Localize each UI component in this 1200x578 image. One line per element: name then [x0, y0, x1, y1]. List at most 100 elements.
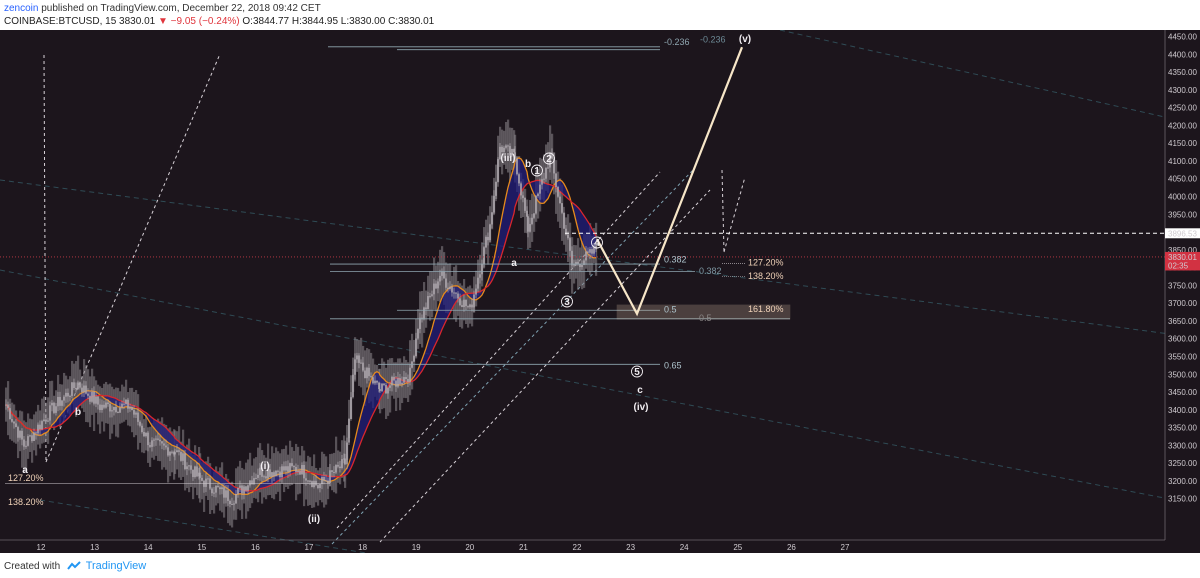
candle-body: [378, 382, 380, 390]
candle-body: [73, 382, 75, 388]
ext-label-161: 161.80%: [748, 304, 784, 314]
candle-body: [123, 403, 125, 405]
candle-body: [289, 463, 291, 472]
candle-body: [41, 421, 43, 430]
wave-label-a1: a: [22, 465, 28, 476]
candle-body: [541, 179, 543, 185]
candle-body: [207, 478, 209, 480]
candle-body: [573, 264, 575, 266]
candle-body: [520, 183, 522, 196]
fib-label-0382-a: 0.382: [664, 254, 687, 264]
candle-body: [395, 380, 397, 387]
candle-body: [59, 396, 61, 406]
candle-body: [237, 487, 239, 495]
candle-body: [511, 148, 513, 156]
candle-body: [188, 465, 190, 467]
candle-body: [184, 453, 186, 470]
candle-body: [105, 402, 107, 408]
candle-body: [65, 392, 67, 397]
candle-body: [49, 405, 51, 421]
candle-body: [303, 465, 305, 479]
candle-body: [333, 471, 335, 473]
candle-body: [263, 476, 265, 478]
candle-body: [501, 146, 503, 152]
candle-body: [348, 419, 350, 443]
candle-body: [261, 467, 263, 477]
candle-body: [364, 370, 366, 379]
candle-body: [251, 480, 253, 485]
candle-body: [547, 167, 549, 169]
candle-body: [360, 362, 362, 364]
published-text: published on TradingView.com, December 2…: [41, 3, 321, 14]
candle-body: [178, 450, 180, 452]
projection-path: [596, 46, 744, 317]
candle-body: [518, 174, 520, 184]
time-tick-15: 15: [197, 543, 206, 552]
wave-label-circle-5: 5: [634, 367, 640, 378]
price-chart[interactable]: -0.236 -0.236 0.382 0.382 0.5 0.5 0.65 127.20% 1…: [0, 30, 1200, 553]
tradingview-logo-icon: [67, 561, 81, 570]
time-tick-26: 26: [787, 543, 796, 552]
price-tick-4250: 4250.00: [1168, 104, 1197, 113]
candle-body: [101, 404, 103, 410]
candle-body: [23, 439, 25, 447]
candle-body: [571, 250, 573, 266]
candle-body: [31, 435, 33, 441]
time-tick-12: 12: [37, 543, 46, 552]
candle-body: [273, 472, 275, 477]
candle-body: [21, 430, 23, 440]
candle-body: [535, 196, 537, 214]
candle-body: [537, 193, 539, 197]
candle-body: [529, 223, 531, 232]
candle-body: [415, 338, 417, 356]
candle-body: [593, 245, 595, 254]
author-link[interactable]: zencoin: [4, 3, 39, 14]
candle-body: [281, 466, 283, 478]
candle-body: [257, 474, 259, 478]
candle-body: [372, 377, 374, 384]
price-tick-3200: 3200.00: [1168, 477, 1197, 486]
ohlc-values: O:3844.77 H:3844.95 L:3830.00 C:3830.01: [242, 16, 435, 27]
candle-body: [29, 435, 31, 437]
candle-body: [295, 466, 297, 473]
candle-body: [381, 383, 383, 392]
candle-body: [397, 378, 399, 387]
chart-pane[interactable]: -0.236 -0.236 0.382 0.382 0.5 0.5 0.65 127.20% 1…: [0, 30, 1200, 553]
candle-body: [423, 307, 425, 320]
candle-body: [15, 423, 17, 428]
candle-body: [121, 403, 123, 408]
candle-body: [27, 436, 29, 446]
candle-body: [239, 485, 241, 488]
candle-body: [567, 234, 569, 239]
candle-body: [283, 466, 285, 471]
ma-ribbon: [6, 157, 596, 495]
price-tick-3550: 3550.00: [1168, 352, 1197, 361]
candle-body: [403, 377, 405, 383]
candle-body: [119, 407, 121, 413]
volatility-band: [5, 119, 598, 528]
candle-body: [51, 402, 53, 406]
candle-body: [285, 466, 287, 471]
chart-header: zencoin published on TradingView.com, De…: [0, 0, 1200, 30]
wave-label-circle-1: 1: [534, 166, 540, 177]
candle-body: [85, 385, 87, 394]
candle-body: [497, 159, 499, 182]
dashed-vertical-line: [43, 54, 47, 463]
tradingview-link[interactable]: TradingView: [85, 560, 147, 572]
channel-line-upper: [336, 171, 661, 529]
candle-body: [57, 396, 59, 407]
candle-body: [279, 471, 281, 478]
candle-body: [493, 195, 495, 213]
candle-body: [103, 404, 105, 408]
candle-body: [516, 158, 518, 175]
candle-body: [545, 167, 547, 179]
candle-body: [393, 376, 395, 381]
candle-body: [199, 472, 201, 478]
candle-body: [129, 407, 131, 409]
candle-body: [131, 407, 133, 411]
candle-body: [337, 465, 339, 467]
candle-body: [33, 432, 35, 441]
candle-body: [401, 382, 403, 385]
wave-label-circle-1-ring: [531, 164, 543, 177]
fib-label-065: 0.65: [664, 360, 682, 370]
